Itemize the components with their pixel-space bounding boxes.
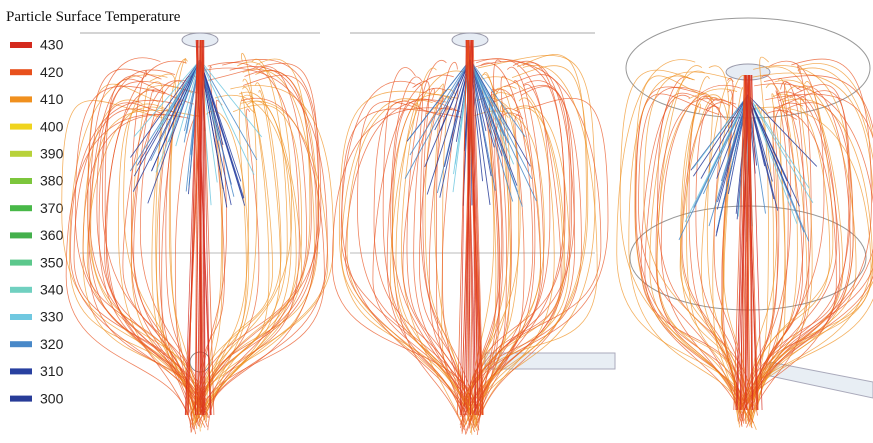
streamline xyxy=(99,70,199,405)
page: Particle Surface Temperature 430 420 410 40… xyxy=(0,0,873,443)
legend-swatch xyxy=(10,69,32,75)
legend-swatch xyxy=(10,232,32,238)
flow-panels xyxy=(62,18,873,435)
legend-label: 380 xyxy=(40,173,64,189)
legend-swatch xyxy=(10,96,32,102)
legend-swatch xyxy=(10,287,32,293)
outlet-pipe xyxy=(770,362,873,398)
figure: Particle Surface Temperature 430 420 410 40… xyxy=(0,0,873,443)
legend: 430 420 410 400 390 380 370 360 350 340 330 320 310 3… xyxy=(10,37,64,407)
legend-swatch xyxy=(10,178,32,184)
legend-label: 330 xyxy=(40,309,64,325)
legend-label: 370 xyxy=(40,200,64,216)
legend-label: 350 xyxy=(40,254,64,270)
legend-label: 300 xyxy=(40,390,64,406)
legend-label: 360 xyxy=(40,227,64,243)
legend-label: 340 xyxy=(40,282,64,298)
legend-swatch xyxy=(10,205,32,211)
streamline xyxy=(391,77,468,411)
legend-label: 310 xyxy=(40,363,64,379)
legend-swatch xyxy=(10,396,32,402)
legend-swatch xyxy=(10,151,32,157)
legend-swatch xyxy=(10,260,32,266)
legend-swatch xyxy=(10,368,32,374)
legend-label: 410 xyxy=(40,91,64,107)
legend-label: 320 xyxy=(40,336,64,352)
legend-label: 420 xyxy=(40,64,64,80)
spray-line xyxy=(156,60,200,172)
legend-swatch xyxy=(10,341,32,347)
legend-label: 390 xyxy=(40,146,64,162)
legend-swatch xyxy=(10,124,32,130)
legend-label: 430 xyxy=(40,37,64,53)
legend-swatch xyxy=(10,42,32,48)
legend-title: Particle Surface Temperature xyxy=(6,9,181,25)
legend-swatch xyxy=(10,314,32,320)
legend-label: 400 xyxy=(40,118,64,134)
